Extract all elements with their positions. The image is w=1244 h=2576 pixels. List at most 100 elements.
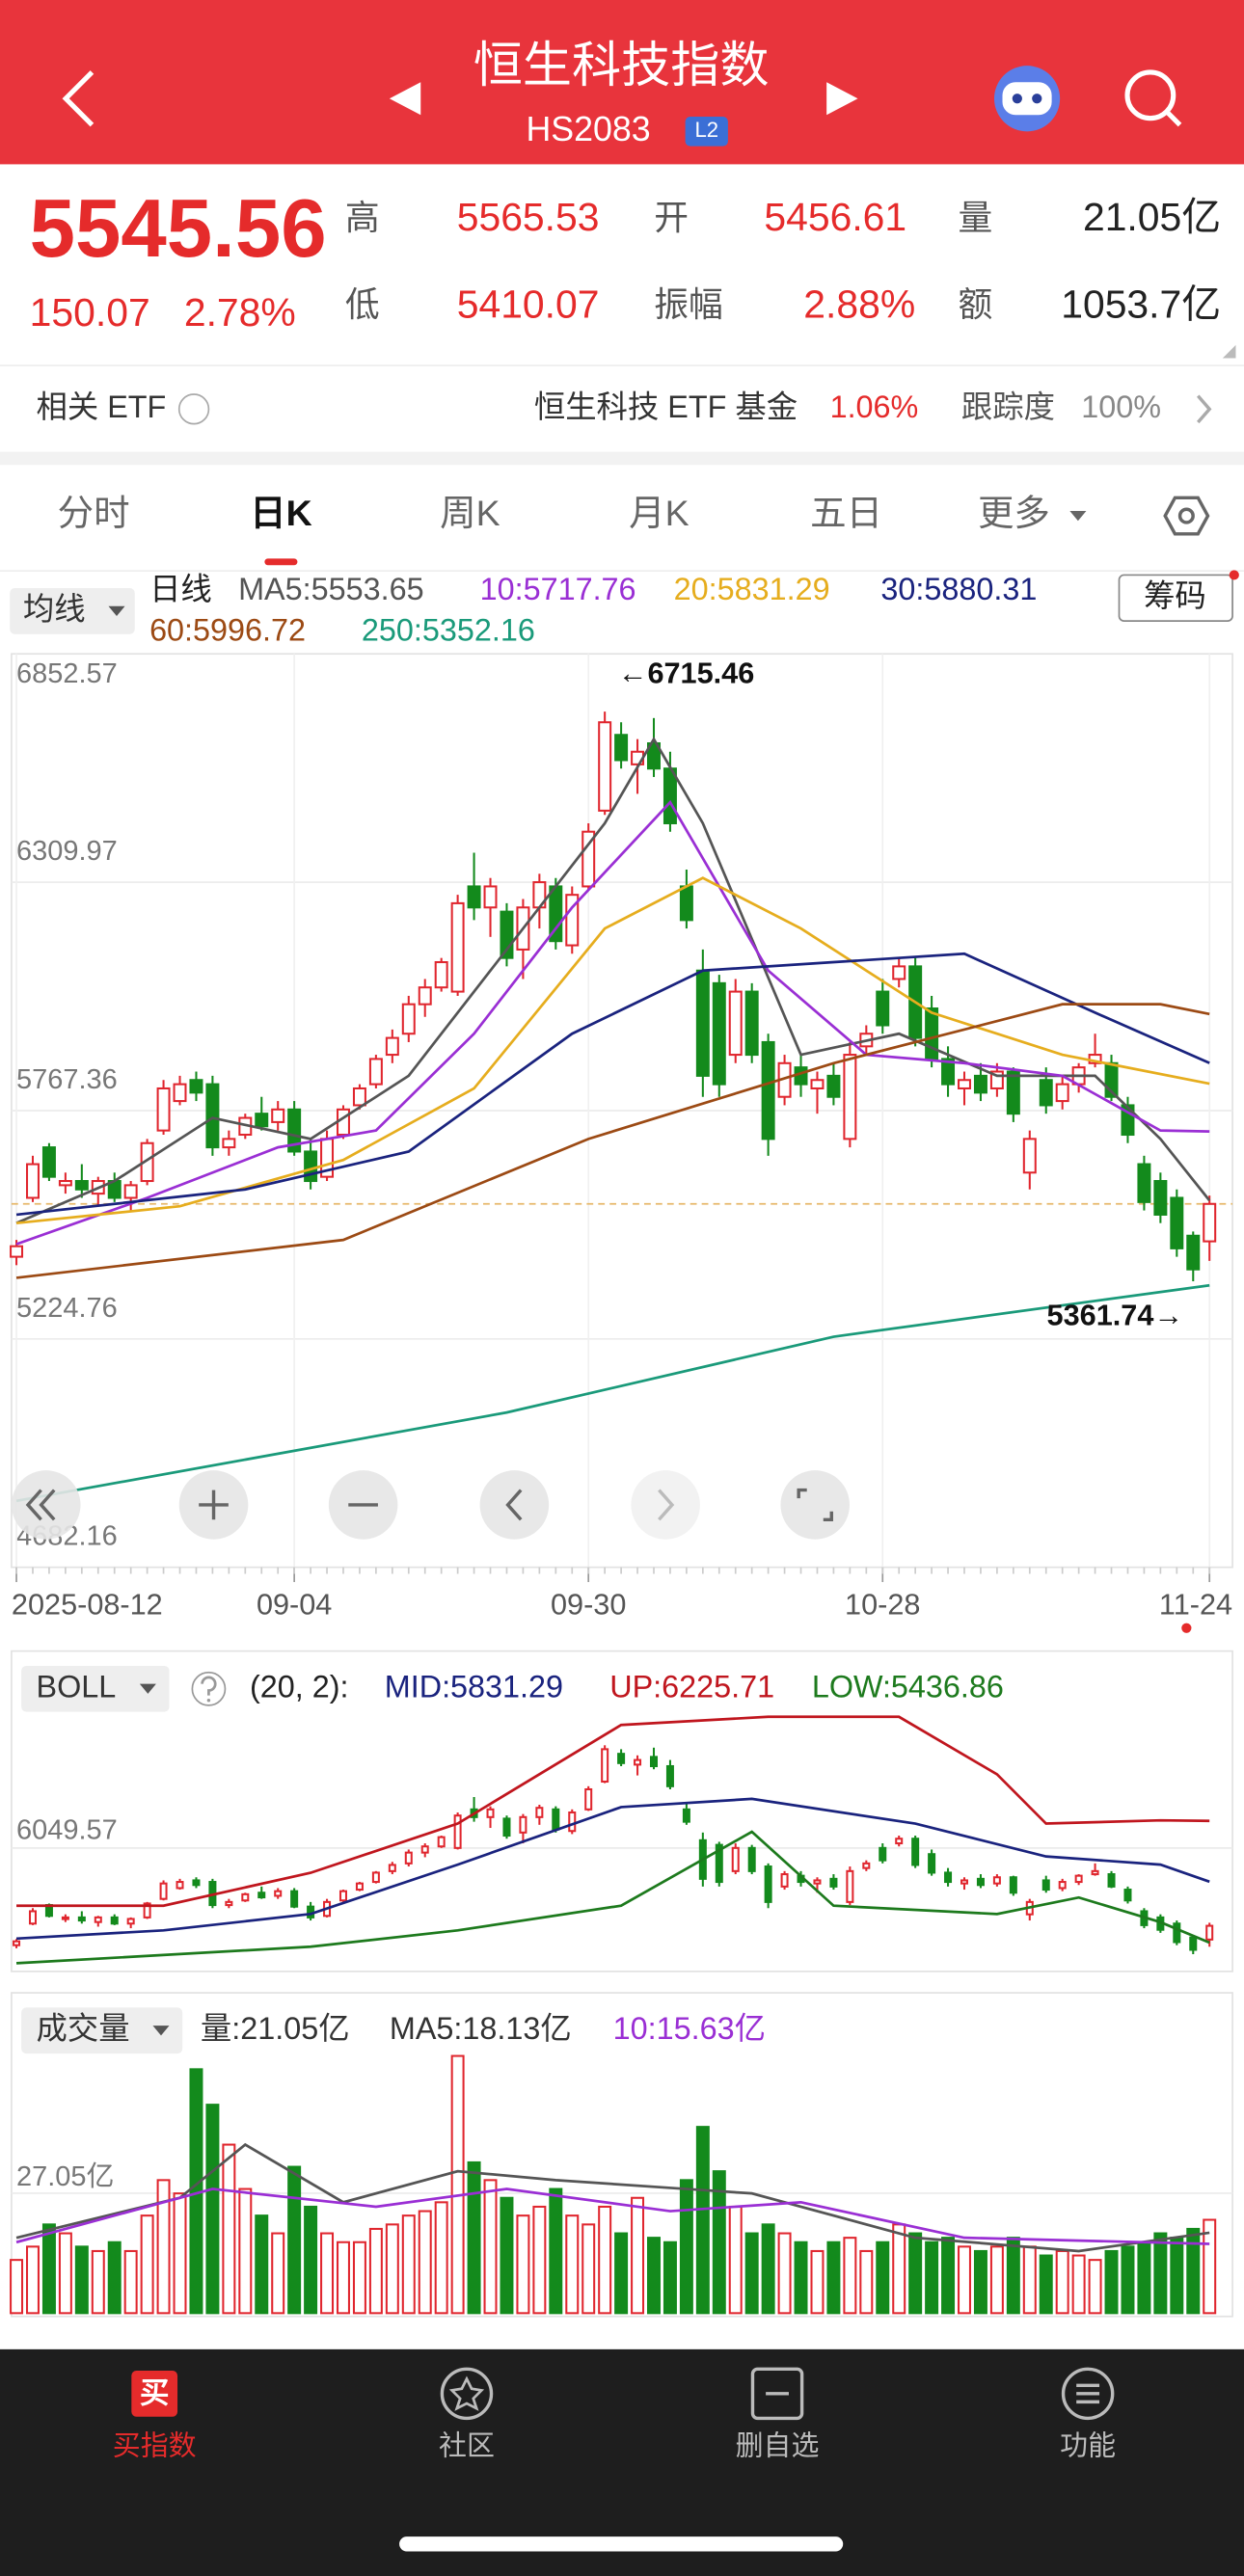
volume-bar [744, 2232, 759, 2315]
ma-button[interactable] [10, 588, 135, 634]
volume-bar [58, 2232, 72, 2315]
field-label: 开 [654, 199, 689, 237]
nav-label[interactable]: 功能 [1060, 2431, 1116, 2462]
nav-label[interactable]: 删自选 [736, 2431, 820, 2462]
boll-candle-body [355, 1882, 364, 1892]
zoom-button[interactable] [11, 1470, 81, 1540]
boll-candle-body [437, 1836, 446, 1848]
field-value: 21.05亿 [1083, 195, 1221, 239]
volume-ma-line [15, 2142, 1210, 2253]
volume-bar [631, 2196, 645, 2315]
candle-body [679, 885, 693, 922]
boll-candle-body [274, 1890, 283, 1897]
candle-body [337, 1108, 350, 1137]
candle-body [401, 1003, 416, 1035]
volume-button[interactable] [21, 2007, 183, 2054]
zoom-button[interactable] [479, 1470, 550, 1540]
boll-candle-body [895, 1838, 904, 1845]
volume-bar [26, 2245, 40, 2315]
legend-entry: 30:5880.31 [880, 572, 1037, 606]
volume-bar [810, 2249, 825, 2315]
boll-candle-body [1205, 1924, 1214, 1941]
indicator-label[interactable]: 均线 [23, 591, 86, 626]
prev-button[interactable] [389, 82, 421, 116]
boll-line [15, 1797, 1210, 1941]
volume-bar [958, 2245, 971, 2315]
help-icon[interactable] [191, 1671, 227, 1706]
indicator-label[interactable]: 成交量 [36, 2011, 129, 2046]
chip-button[interactable] [1118, 574, 1233, 622]
chip-label[interactable]: 筹码 [1144, 578, 1206, 613]
tab[interactable]: 更多 [978, 493, 1050, 533]
zoom-button[interactable] [780, 1470, 851, 1540]
volume-bar [1121, 2245, 1135, 2315]
tracking-label: 跟踪度 [961, 389, 1055, 424]
boll-candle-body [176, 1881, 184, 1890]
volume-bar [581, 2223, 596, 2315]
tab[interactable]: 日K [250, 493, 312, 533]
candle-body [123, 1184, 138, 1199]
corner [1222, 344, 1236, 359]
assistant-icon[interactable] [993, 66, 1061, 132]
boll-candle-body [862, 1862, 871, 1869]
tab[interactable]: 月K [629, 493, 689, 533]
volume-bar [516, 2214, 530, 2315]
boll-candle-body [404, 1851, 413, 1865]
volume-bar [1022, 2245, 1037, 2315]
next-button[interactable] [826, 82, 858, 116]
boll-line [16, 1715, 1210, 1908]
candle-body [450, 901, 465, 993]
legend-entry: 10:5717.76 [480, 572, 636, 606]
boll-candle-body [617, 1753, 626, 1764]
zoom-button[interactable] [631, 1470, 700, 1540]
field-label: 量 [958, 199, 992, 237]
back-button[interactable] [62, 70, 95, 127]
volume-bar [483, 2179, 498, 2315]
boll-candle-body [453, 1814, 462, 1849]
field-value: 5456.61 [764, 195, 906, 239]
latest-dot [1181, 1623, 1192, 1633]
nav-label[interactable]: 社区 [439, 2431, 495, 2462]
volume-bar [91, 2249, 105, 2315]
tab[interactable]: 周K [440, 493, 500, 533]
candle-body [843, 1054, 857, 1140]
volume-bar [74, 2245, 89, 2315]
help-icon[interactable] [177, 393, 210, 425]
ma-line [15, 799, 1210, 1246]
nav-icon-text: 买 [140, 2377, 170, 2410]
ma-line [15, 876, 1210, 1225]
boll-candle-body [731, 1846, 740, 1872]
etf-name[interactable]: 恒生科技 ETF 基金 [534, 389, 798, 424]
volume-bar [973, 2249, 987, 2315]
candle-body [368, 1058, 383, 1086]
boll-candle-body [225, 1900, 233, 1907]
volume-bar [1104, 2249, 1119, 2315]
volume-bar [1039, 2254, 1053, 2315]
indicator-label[interactable]: BOLL [36, 1669, 116, 1704]
boll-line [15, 1830, 1210, 1965]
field-value: 5410.07 [457, 282, 600, 326]
volume-bar [255, 2214, 269, 2315]
candle-body [565, 894, 580, 947]
candle-body [647, 741, 661, 770]
settings-icon[interactable] [1163, 496, 1210, 536]
volume-bar [1006, 2237, 1020, 2315]
boll-candle-body [1091, 1869, 1099, 1876]
boll-candle-body [992, 1876, 1001, 1885]
nav-label[interactable]: 买指数 [113, 2431, 197, 2462]
search-icon[interactable] [1124, 69, 1182, 127]
candle-body [1039, 1079, 1053, 1107]
boll-candle-body [486, 1808, 495, 1818]
boll-button[interactable] [21, 1665, 170, 1712]
volume-bar [1186, 2227, 1201, 2315]
legend-entry: UP:6225.71 [609, 1669, 774, 1704]
volume-bar [1203, 2218, 1217, 2315]
candle-body [1137, 1163, 1151, 1203]
volume-bar [761, 2223, 775, 2315]
candle-body [287, 1108, 302, 1153]
tab[interactable]: 五日 [810, 493, 882, 533]
boll-candle-body [846, 1869, 854, 1903]
volume-bar [205, 2104, 220, 2315]
tab[interactable]: 分时 [58, 493, 130, 533]
